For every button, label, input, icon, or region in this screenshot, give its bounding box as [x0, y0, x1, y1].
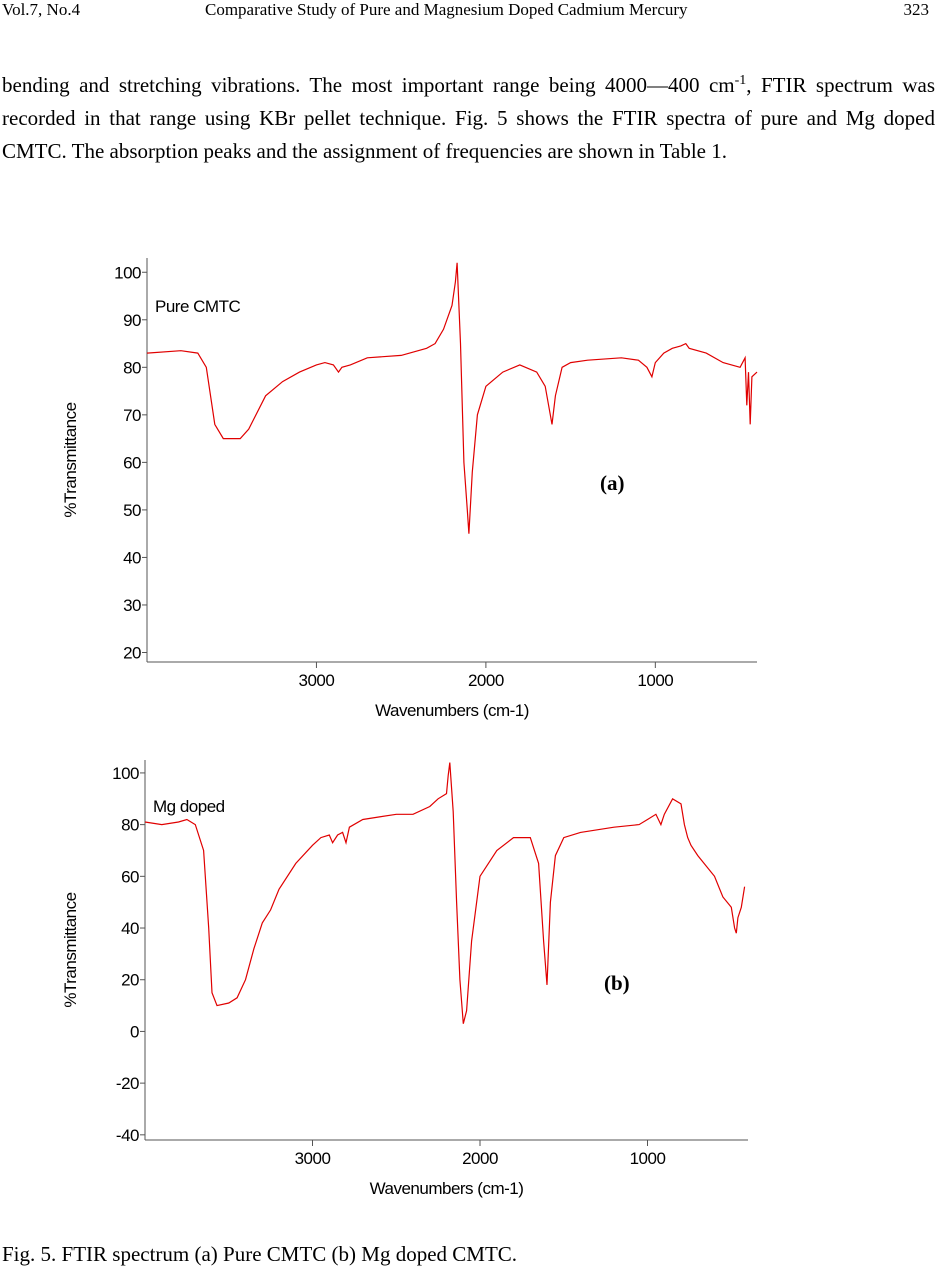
header-title: Comparative Study of Pure and Magnesium … [205, 0, 688, 19]
y-tick-label: 100 [112, 764, 139, 783]
superscript: -1 [734, 73, 747, 88]
y-tick-label: 60 [123, 453, 141, 472]
header-page: 323 [903, 0, 930, 19]
y-tick-label: 40 [121, 919, 139, 938]
y-tick-label: 0 [130, 1022, 139, 1041]
paragraph: bending and stretching vibrations. The m… [2, 64, 935, 168]
y-tick-label: -40 [116, 1126, 139, 1145]
y-tick-label: 80 [123, 358, 141, 377]
spectrum-line [144, 762, 746, 1024]
y-tick-label: 20 [121, 971, 139, 990]
text: , FTIR spectrum was recorded in that ran… [2, 73, 935, 163]
annotation: (a) [600, 471, 625, 495]
x-axis-label: Wavenumbers (cm-1) [375, 701, 529, 720]
x-tick-label: 3000 [299, 671, 335, 690]
header-left: Vol.7, No.4 [2, 0, 81, 19]
y-tick-label: 20 [123, 643, 141, 662]
y-tick-label: 30 [123, 596, 141, 615]
x-tick-label: 1000 [630, 1149, 666, 1168]
series-label: Pure CMTC [155, 297, 240, 316]
y-axis-label: %Transmittance [61, 402, 80, 517]
text: bending and stretching vibrations. The m… [2, 73, 735, 97]
y-tick-label: 40 [123, 548, 141, 567]
caption: Fig. 5. FTIR spectrum (a) Pure CMTC (b) … [2, 1242, 518, 1266]
annotation: (b) [604, 971, 630, 995]
x-axis-label: Wavenumbers (cm-1) [370, 1179, 524, 1198]
y-axis-label: %Transmittance [61, 892, 80, 1007]
x-tick-label: 1000 [637, 671, 673, 690]
x-tick-label: 2000 [468, 671, 504, 690]
spectrum-line [146, 262, 758, 534]
y-tick-label: 80 [121, 816, 139, 835]
y-tick-label: 90 [123, 311, 141, 330]
y-tick-label: 50 [123, 501, 141, 520]
y-tick-label: 100 [114, 263, 141, 282]
y-tick-label: 60 [121, 867, 139, 886]
y-tick-label: -20 [116, 1074, 139, 1093]
y-tick-label: 70 [123, 406, 141, 425]
x-tick-label: 2000 [462, 1149, 498, 1168]
series-label: Mg doped [153, 797, 225, 816]
x-tick-label: 3000 [295, 1149, 331, 1168]
